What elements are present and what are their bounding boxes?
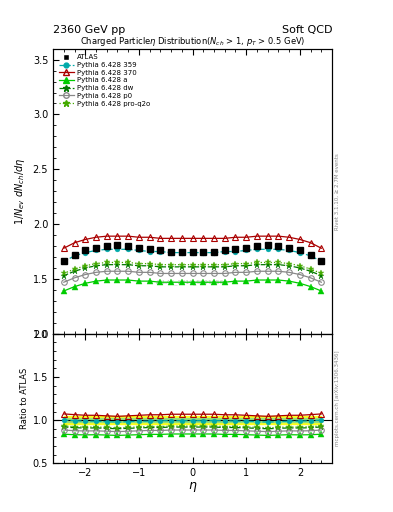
- Text: 2360 GeV pp: 2360 GeV pp: [53, 25, 125, 35]
- Y-axis label: Ratio to ATLAS: Ratio to ATLAS: [20, 368, 29, 429]
- Y-axis label: $1/N_{ev}\ dN_{ch}/d\eta$: $1/N_{ev}\ dN_{ch}/d\eta$: [13, 157, 27, 225]
- Y-axis label: Rivet 3.1.10, ≥ 2.7M events: Rivet 3.1.10, ≥ 2.7M events: [335, 153, 340, 229]
- Legend: ATLAS, Pythia 6.428 359, Pythia 6.428 370, Pythia 6.428 a, Pythia 6.428 dw, Pyth: ATLAS, Pythia 6.428 359, Pythia 6.428 37…: [57, 52, 152, 109]
- Y-axis label: mcplots.cern.ch [arXiv:1306.3436]: mcplots.cern.ch [arXiv:1306.3436]: [335, 351, 340, 446]
- X-axis label: $\eta$: $\eta$: [188, 480, 197, 494]
- Text: ATLAS_2010_S8918562: ATLAS_2010_S8918562: [156, 280, 229, 285]
- Title: Charged Particle$\eta$ Distribution($N_{ch}$ > 1, $p_{T}$ > 0.5 GeV): Charged Particle$\eta$ Distribution($N_{…: [80, 35, 305, 49]
- Text: Soft QCD: Soft QCD: [282, 25, 332, 35]
